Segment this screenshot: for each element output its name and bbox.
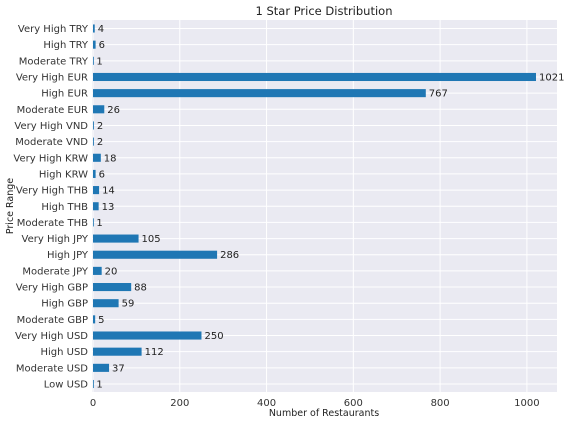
y-tick-label: Very High EUR [16,72,88,83]
x-tick-label: 600 [344,398,363,409]
data-labels: 4611021767262218614131105286208859525011… [96,24,564,391]
bar [93,250,218,259]
x-tick-label: 400 [257,398,276,409]
bar [93,331,202,340]
y-tick-label: Very High TRY [18,24,89,35]
data-label: 13 [102,202,115,213]
chart-title: 1 Star Price Distribution [255,4,392,18]
bar [93,315,96,324]
y-tick-label: Moderate VND [15,137,88,148]
bar [93,299,119,308]
bar [93,137,94,146]
bar [93,283,132,292]
bar [93,266,102,275]
y-tick-label: Very High KRW [13,153,88,164]
data-label: 20 [105,266,118,277]
data-label: 6 [99,169,105,180]
bar [93,234,139,243]
data-label: 14 [102,186,115,197]
y-tick-label: High THB [41,202,88,213]
bar [93,56,94,65]
data-label: 37 [112,363,125,374]
y-tick-labels: Very High TRY High TRY Moderate TRY Very Hi… [13,24,88,391]
x-tick-labels: 0 200 400 600 800 1000 [90,398,540,409]
y-tick-label: Moderate THB [17,218,88,229]
data-label: 2 [97,137,103,148]
y-tick-label: High TRY [43,40,89,51]
data-label: 1021 [539,72,564,83]
data-label: 250 [204,331,223,342]
bars [93,24,536,389]
bar [93,153,101,162]
data-label: 26 [107,105,120,116]
data-label: 88 [134,283,147,294]
x-tick-label: 0 [90,398,96,409]
data-label: 5 [98,315,104,326]
bar [93,363,110,372]
y-tick-label: Low USD [44,380,89,391]
bar [93,169,96,178]
bar [93,218,94,227]
y-tick-label: High KRW [39,169,88,180]
y-tick-label: Moderate USD [16,363,88,374]
bar [93,121,94,130]
y-tick-label: High USD [40,347,88,358]
y-tick-label: Very High GBP [16,283,88,294]
data-label: 59 [122,299,135,310]
y-tick-label: Moderate EUR [17,105,88,116]
y-tick-label: Moderate GBP [17,315,88,326]
y-tick-label: High JPY [47,250,89,261]
data-label: 1 [96,56,102,67]
data-label: 6 [99,40,105,51]
bar [93,202,99,211]
bar [93,105,105,114]
y-tick-label: Very High USD [15,331,88,342]
bar [93,186,100,195]
bar [93,24,95,33]
y-tick-label: Very High THB [16,186,88,197]
bar [93,379,94,389]
bar [93,89,426,98]
bar [93,40,96,49]
y-tick-label: Moderate TRY [19,56,89,67]
y-tick-label: High EUR [41,89,88,100]
x-axis-title: Number of Restaurants [269,408,379,419]
bar [93,347,142,356]
data-label: 767 [429,89,448,100]
data-label: 2 [97,121,103,132]
y-tick-label: High GBP [41,299,88,310]
bar [93,72,536,82]
data-label: 105 [142,234,161,245]
x-tick-label: 200 [170,398,189,409]
data-label: 112 [145,347,164,358]
data-label: 18 [104,153,117,164]
y-tick-label: Moderate JPY [22,266,88,277]
y-tick-label: Very High JPY [22,234,89,245]
y-axis-title: Price Range [5,178,16,234]
data-label: 4 [98,24,104,35]
x-tick-label: 800 [431,398,450,409]
data-label: 286 [220,250,239,261]
data-label: 1 [96,218,102,229]
y-tick-label: Very High VND [14,121,88,132]
x-tick-label: 1000 [514,398,539,409]
data-label: 1 [96,380,102,391]
